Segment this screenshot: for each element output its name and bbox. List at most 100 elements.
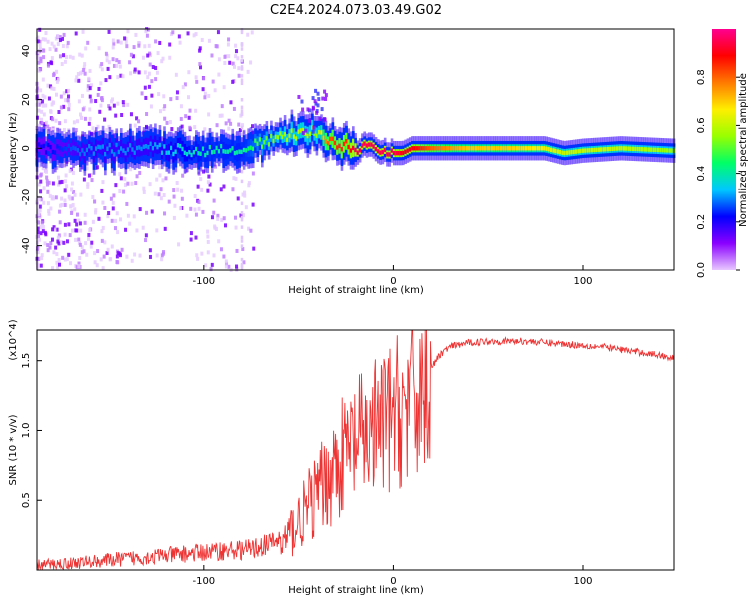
spectrogram-noise-cell (37, 234, 41, 239)
spectrogram-noise-cell (73, 218, 77, 223)
spectrogram-ridge-cell (163, 144, 166, 149)
colorbar-label: Normalized spectral amplitude (738, 73, 749, 227)
spectrogram-noise-cell (213, 224, 217, 229)
spectrogram-ridge-cell (185, 151, 189, 157)
spectrogram-noise-cell (41, 229, 45, 234)
spectrogram-noise-cell (38, 204, 42, 209)
spectrogram-ridge-cell (456, 146, 460, 151)
spectrogram-noise-cell (242, 260, 246, 265)
spectrogram-noise-cell (216, 213, 220, 218)
spectrogram-noise-cell (158, 165, 162, 170)
spectrogram-noise-cell (62, 104, 66, 109)
spectrogram-noise-cell (58, 180, 62, 185)
spectrogram-noise-cell (240, 235, 244, 240)
spectrogram-noise-cell (64, 98, 68, 103)
spectrogram-noise-cell (54, 47, 58, 52)
spectrogram-ridge-cell (424, 146, 428, 151)
spectrogram-ridge-cell (149, 141, 153, 146)
spectrogram-noise-cell (207, 38, 211, 43)
spectrogram-ridge-cell (311, 106, 315, 111)
spectrogram-noise-cell (226, 42, 230, 47)
spectrogram-noise-cell (51, 181, 55, 186)
spectrogram-noise-cell (235, 267, 239, 272)
spectrogram-noise-cell (38, 46, 42, 51)
spectrogram-ridge-cell (561, 150, 564, 155)
spectrogram-ridge-cell (261, 144, 264, 149)
spectrogram-noise-cell (137, 119, 141, 124)
spectrogram-ridge-cell (231, 146, 235, 151)
spectrogram-ridge-cell (297, 129, 301, 134)
spectrogram-noise-cell (39, 67, 43, 72)
spectrogram-noise-cell (241, 192, 245, 197)
spectrogram-noise-cell (132, 45, 136, 50)
spectrogram-noise-cell (75, 222, 79, 227)
spectrogram-noise-cell (39, 172, 43, 177)
colorbar-ticks: 0.0 0.2 0.4 0.6 0.8 (696, 69, 740, 278)
spectrogram-noise-cell (39, 263, 43, 268)
spectrogram-noise-cell (112, 63, 116, 68)
spectrogram-noise-cell (217, 239, 221, 244)
spectrogram-noise-cell (52, 225, 56, 230)
spectrogram-noise-cell (231, 61, 235, 66)
spectrogram-noise-cell (224, 264, 228, 269)
spectrogram-noise-cell (207, 174, 211, 179)
spectrogram-noise-cell (212, 210, 216, 215)
spectrogram-noise-cell (214, 44, 218, 49)
spectrogram-noise-cell (128, 60, 132, 65)
spectrogram-ridge-cell (504, 146, 508, 151)
spectrogram-noise-cell (101, 266, 105, 271)
spectrogram-noise-cell (44, 169, 48, 174)
spectrogram-noise-cell (147, 84, 151, 89)
spectrogram-ridge-cell (474, 146, 478, 151)
spectrogram-noise-cell (58, 121, 62, 126)
spectrogram-noise-cell (195, 79, 199, 84)
spectrogram-noise-cell (68, 169, 72, 174)
spectrogram-ridge-cell (340, 147, 344, 152)
spectrogram-ridge-cell (165, 150, 169, 155)
spectrogram-noise-cell (60, 179, 64, 184)
spectrogram-ridge-cell (251, 146, 255, 151)
snr-marks (36, 329, 675, 571)
spectrogram-noise-cell (48, 245, 52, 250)
spectrogram-noise-cell (130, 258, 134, 263)
spectrogram-noise-cell (38, 208, 42, 213)
spectrogram-ridge-cell (593, 147, 596, 153)
spectrogram-ridge-cell (104, 151, 107, 157)
spectrogram-noise-cell (90, 178, 94, 183)
spectrogram-noise-cell (67, 102, 71, 107)
spectrogram-noise-cell (234, 225, 238, 230)
spectrogram-noise-cell (49, 206, 53, 211)
spectrogram-ridge-cell (570, 149, 574, 155)
spectrogram-noise-cell (98, 64, 102, 69)
spectrogram-ridge-cell (588, 148, 592, 153)
spectrogram-ridge-cell (247, 146, 250, 151)
spectrogram-noise-cell (240, 105, 244, 110)
spectrogram-noise-cell (251, 171, 255, 176)
spectrogram-noise-cell (220, 104, 224, 109)
spectrogram-noise-cell (183, 82, 187, 87)
spectrogram-ridge-cell (240, 149, 244, 155)
spectrogram-noise-cell (137, 70, 141, 75)
spectrogram-ridge-cell (654, 147, 658, 153)
spectrogram-noise-cell (100, 238, 104, 243)
spectrogram-noise-cell (51, 227, 55, 232)
spectrogram-ridge-cell (256, 141, 260, 146)
spectrogram-noise-cell (178, 40, 182, 45)
spectrogram-ridge-cell (322, 135, 326, 140)
spectrogram-ridge-cell (160, 150, 164, 155)
spectrogram-noise-cell (115, 58, 119, 63)
spectrogram-ridge-cell (301, 107, 305, 112)
spectrogram-noise-cell (216, 30, 220, 35)
spectrogram-noise-cell (89, 173, 93, 178)
spectrogram-noise-cell (75, 228, 79, 233)
spectrogram-noise-cell (147, 71, 151, 76)
spectrogram-noise-cell (37, 68, 41, 73)
spectrogram-noise-cell (240, 30, 244, 35)
spectrogram-ridge-cell (224, 149, 228, 154)
spectrogram-ridge-cell (306, 133, 310, 139)
spectrogram-noise-cell (184, 114, 188, 119)
spectrogram-noise-cell (148, 62, 152, 67)
spectrogram-noise-cell (111, 45, 115, 50)
spectrogram-noise-cell (112, 41, 116, 46)
spectrogram-noise-cell (232, 176, 236, 181)
